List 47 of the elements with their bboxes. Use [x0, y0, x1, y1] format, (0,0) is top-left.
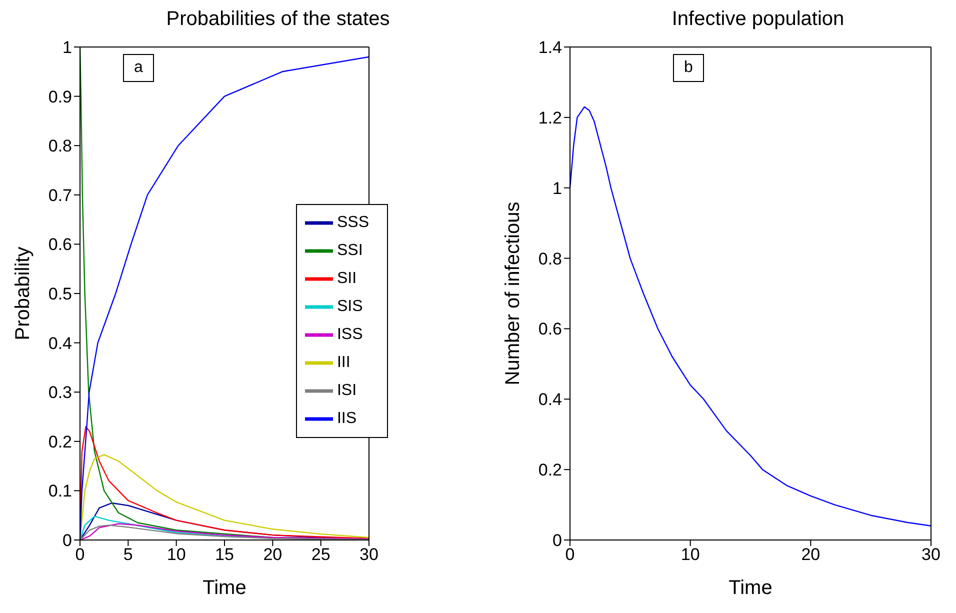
y-tick-label: 1: [62, 38, 72, 58]
x-tick-label: 30: [922, 545, 940, 564]
x-tick-label: 10: [680, 545, 700, 564]
legend-label: ISI: [336, 382, 357, 400]
x-tick-label: 30: [360, 545, 378, 564]
y-tick-label: 0.4: [48, 334, 72, 353]
legend-label: SIS: [336, 298, 363, 316]
x-axis-title: Time: [202, 577, 246, 599]
y-tick-label: 0.4: [538, 390, 562, 410]
y-tick-label: 1.2: [538, 108, 562, 128]
y-tick-label: 1.4: [538, 38, 562, 58]
y-tick-label: 0.2: [538, 460, 562, 480]
y-tick-label: 0.1: [48, 482, 72, 501]
y-axis-title: Number of infectious: [502, 202, 524, 386]
y-tick-label: 1: [552, 178, 562, 198]
y-tick-label: 0.9: [48, 87, 72, 106]
line-series: [570, 106, 931, 527]
y-tick-label: 0.8: [538, 249, 562, 268]
x-tick-label: 0: [565, 545, 575, 564]
y-tick-label: 0.7: [48, 186, 72, 205]
x-tick-label: 25: [311, 545, 330, 564]
legend-label: III: [336, 354, 350, 372]
x-tick-label: 5: [123, 545, 133, 564]
y-tick-label: 0: [62, 531, 72, 550]
legend-label: IIS: [336, 410, 357, 428]
y-tick-label: 0.5: [48, 284, 72, 304]
chart-title: Infective population: [670, 8, 846, 32]
x-tick-label: 10: [166, 545, 186, 564]
legend-label: SSI: [336, 242, 363, 260]
y-axis-title: Probability: [12, 246, 34, 340]
legend-label: SSS: [336, 214, 369, 232]
x-tick-label: 20: [263, 545, 282, 564]
y-tick-label: 0.6: [538, 320, 562, 339]
y-tick-label: 0: [552, 531, 562, 550]
x-tick-label: 0: [75, 545, 85, 564]
y-tick-label: 0.8: [48, 136, 72, 156]
legend-label: ISS: [336, 326, 363, 344]
x-tick-label: 15: [215, 545, 234, 564]
annotation: b: [673, 54, 704, 82]
y-tick-label: 0.2: [48, 432, 72, 452]
x-axis-title: Time: [728, 577, 772, 599]
annotation: a: [123, 54, 154, 82]
x-tick-label: 20: [801, 545, 820, 564]
legend-label: SII: [336, 270, 357, 288]
chart-title: Probabilities of the states: [165, 8, 391, 32]
y-tick-label: 0.3: [48, 383, 72, 402]
y-tick-label: 0.6: [48, 235, 72, 254]
